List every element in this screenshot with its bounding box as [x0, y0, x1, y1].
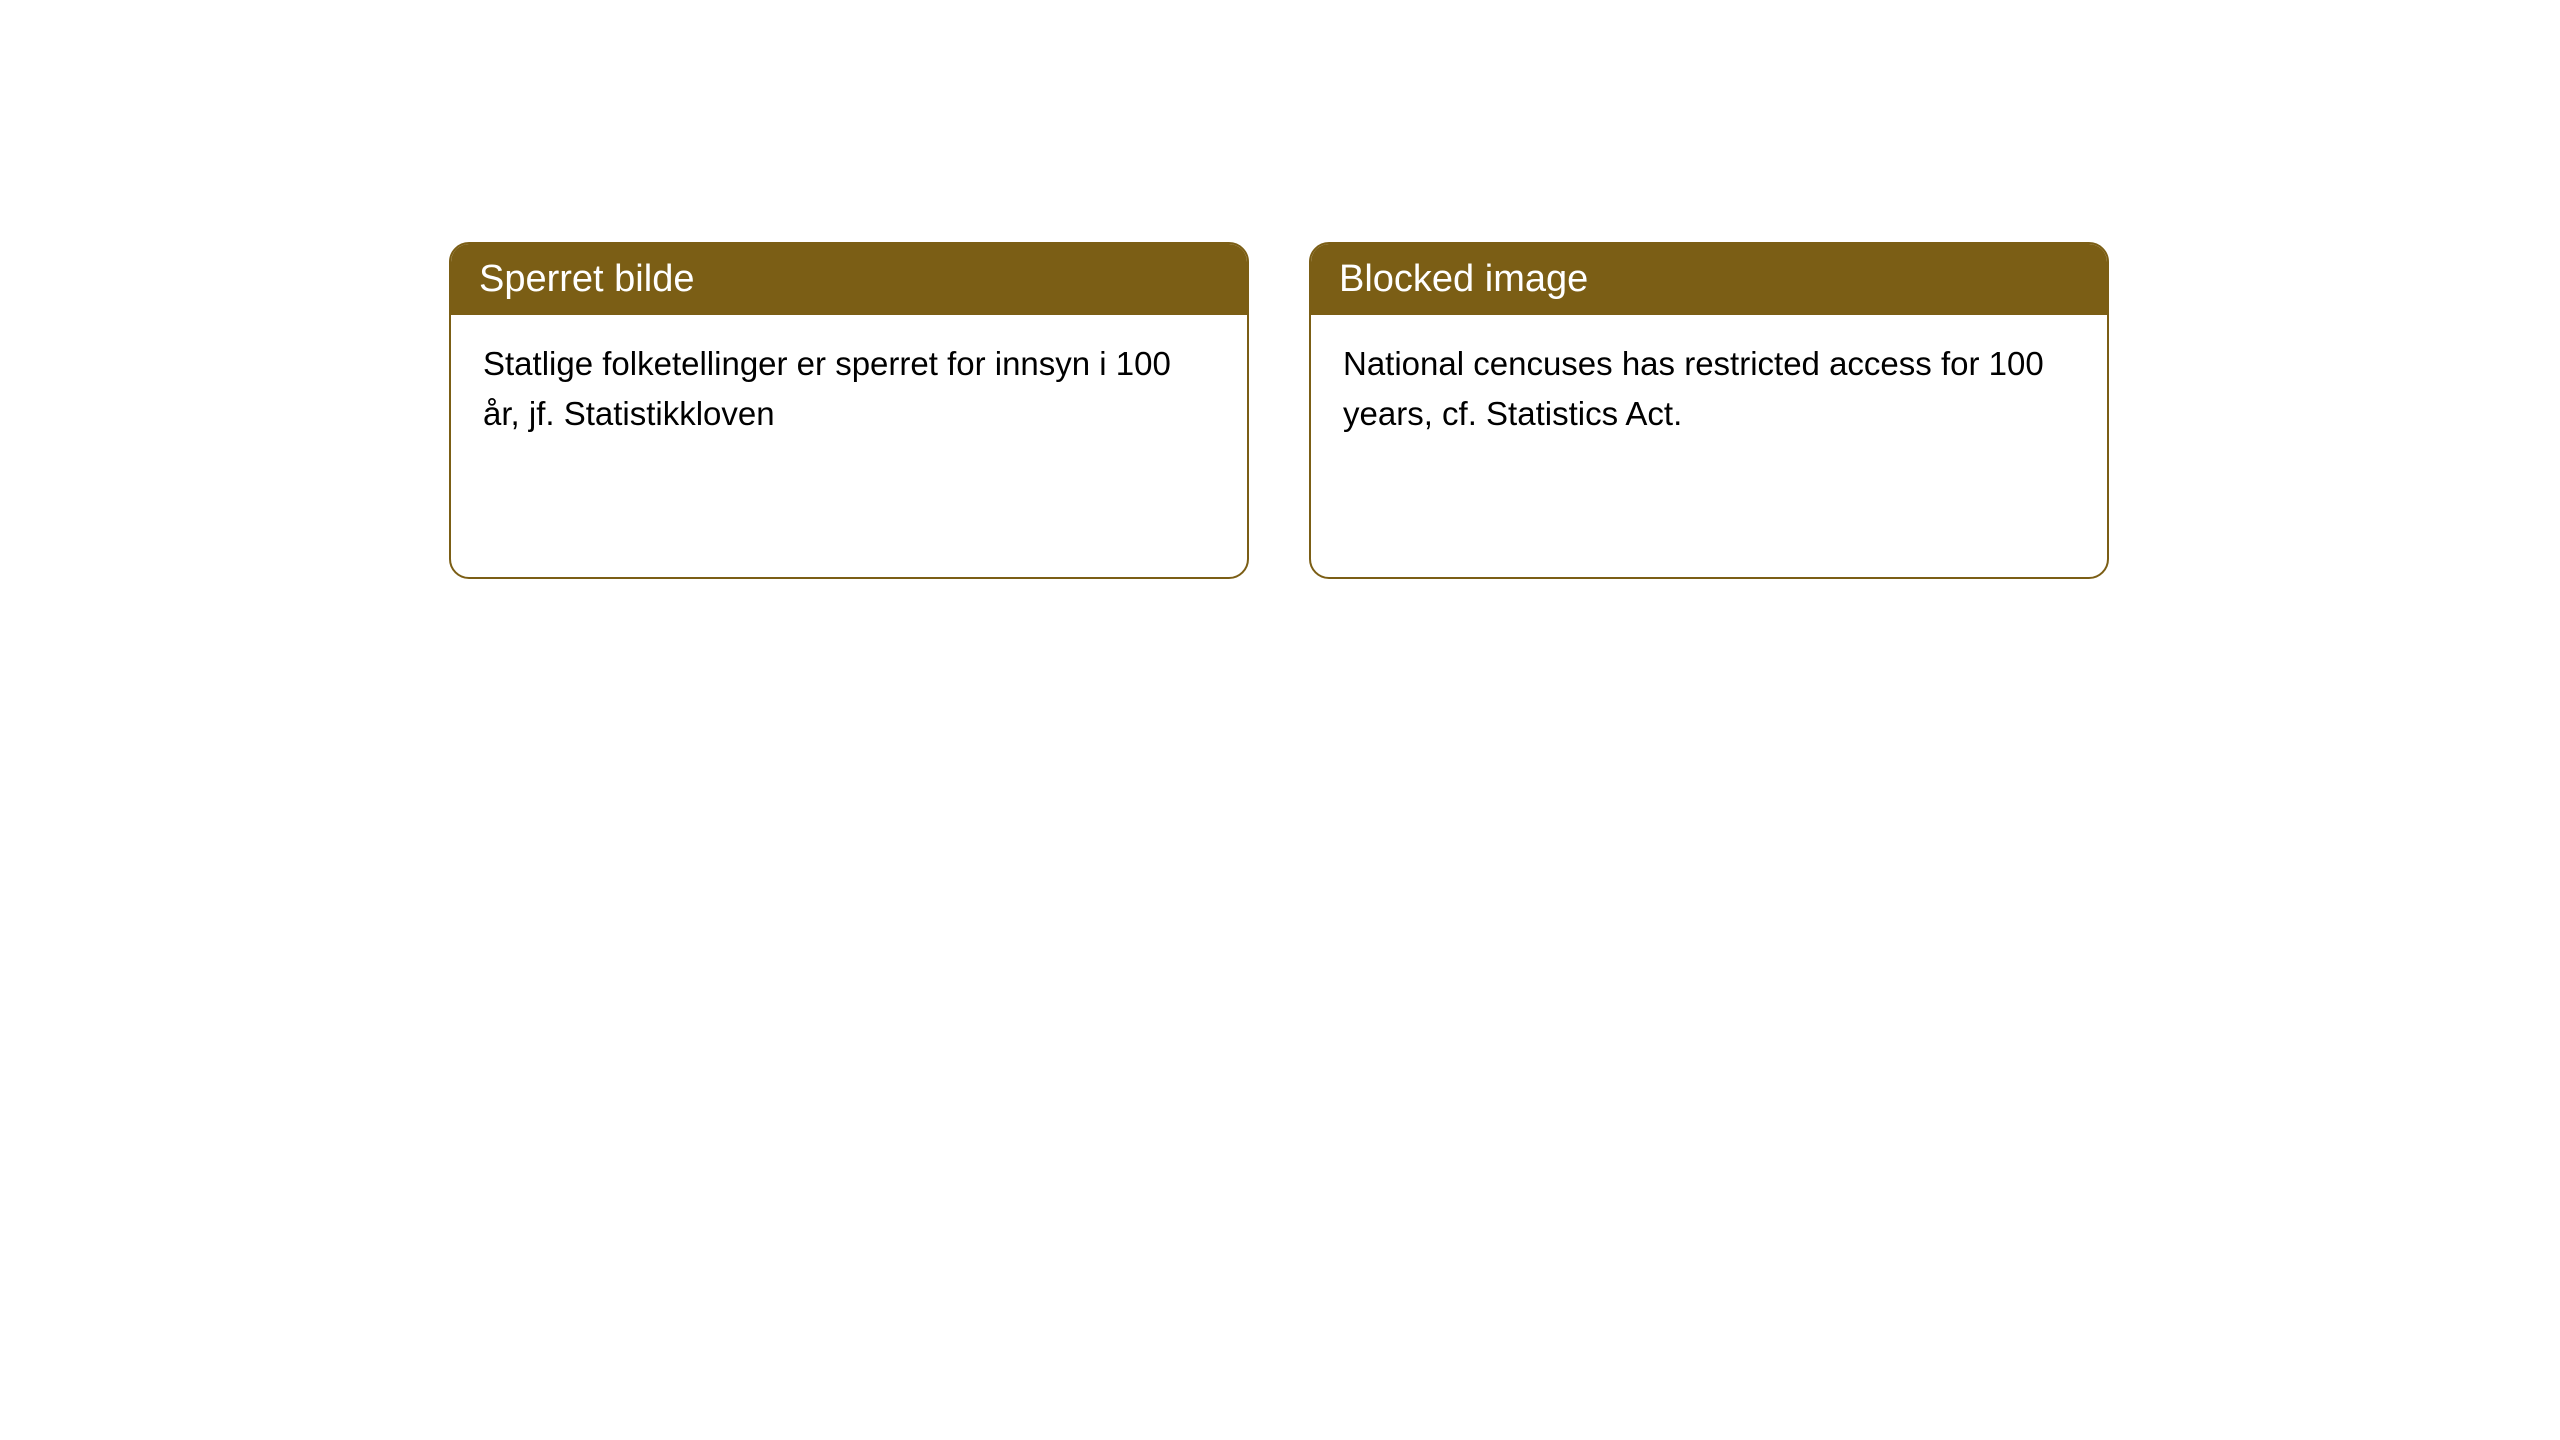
- card-text-norwegian: Statlige folketellinger er sperret for i…: [483, 345, 1171, 432]
- notice-card-norwegian: Sperret bilde Statlige folketellinger er…: [449, 242, 1249, 579]
- card-title-norwegian: Sperret bilde: [479, 258, 694, 300]
- card-title-english: Blocked image: [1339, 258, 1588, 300]
- notice-card-english: Blocked image National cencuses has rest…: [1309, 242, 2109, 579]
- notice-cards-container: Sperret bilde Statlige folketellinger er…: [449, 242, 2109, 579]
- card-header-norwegian: Sperret bilde: [451, 244, 1247, 315]
- card-header-english: Blocked image: [1311, 244, 2107, 315]
- card-body-norwegian: Statlige folketellinger er sperret for i…: [451, 315, 1247, 462]
- card-body-english: National cencuses has restricted access …: [1311, 315, 2107, 462]
- card-text-english: National cencuses has restricted access …: [1343, 345, 2044, 432]
